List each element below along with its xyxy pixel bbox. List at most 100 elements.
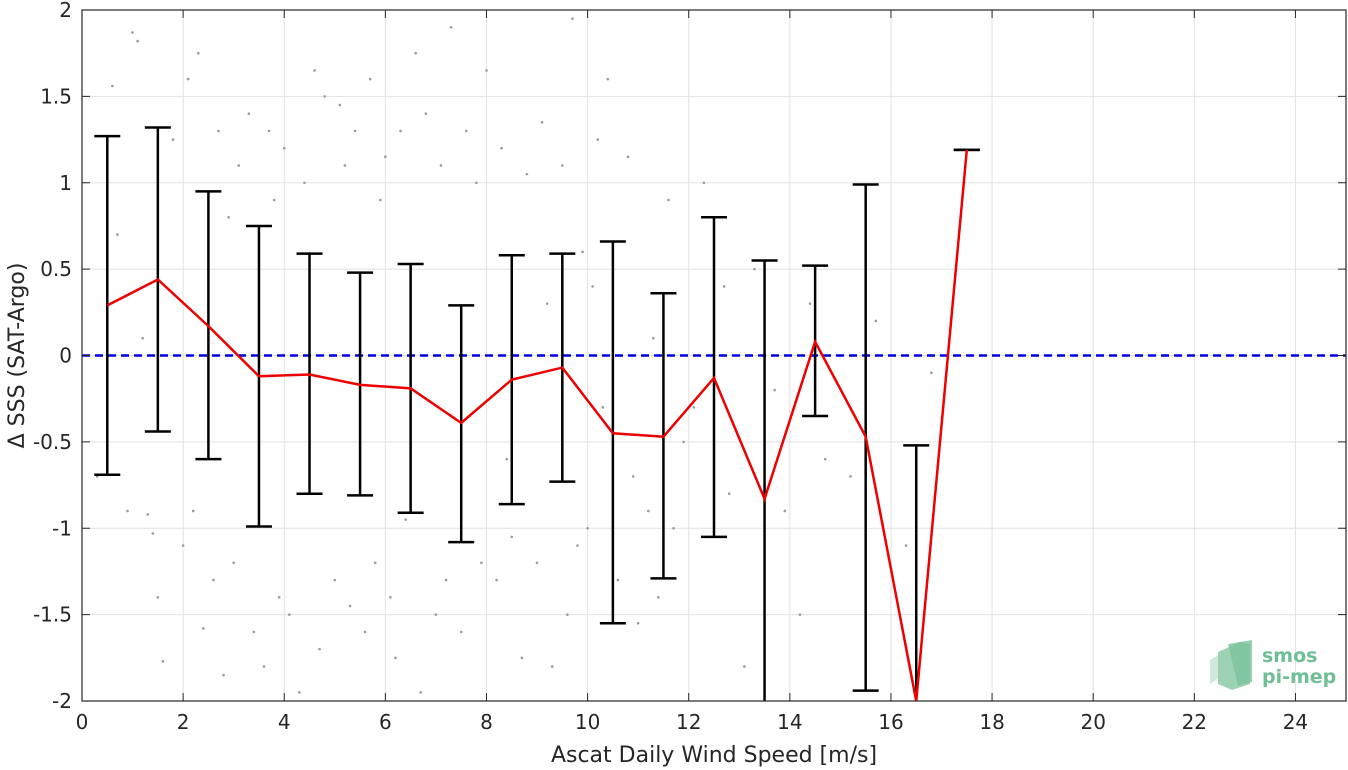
scatter-point: [399, 129, 402, 133]
scatter-point: [561, 164, 564, 167]
scatter-point: [156, 596, 160, 599]
scatter-point: [495, 578, 498, 582]
scatter-point: [753, 267, 756, 271]
scatter-point: [773, 388, 776, 392]
scatter-point: [126, 509, 129, 513]
scatter-point: [545, 302, 549, 305]
scatter-point: [631, 475, 635, 478]
scatter-point: [389, 596, 392, 599]
scatter-point: [181, 544, 185, 547]
y-tick-label: 1.5: [40, 84, 72, 108]
scatter-point: [636, 621, 640, 625]
y-tick-label: 1: [59, 171, 72, 195]
scatter-point: [646, 509, 650, 513]
x-tick-label: 14: [777, 710, 802, 734]
scatter-point: [237, 164, 241, 167]
scatter-point: [520, 656, 524, 660]
scatter-point: [186, 77, 190, 81]
y-tick-label: -1.5: [33, 603, 72, 627]
scatter-point: [171, 138, 175, 141]
scatter-point: [722, 285, 726, 288]
x-tick-label: 22: [1182, 710, 1207, 734]
scatter-point: [591, 285, 594, 288]
scatter-point: [808, 302, 812, 305]
scatter-point: [464, 129, 468, 133]
scatter-point: [485, 69, 488, 72]
logo-wave-icon: [1228, 640, 1252, 686]
scatter-point: [217, 129, 220, 133]
scatter-point: [298, 691, 301, 694]
scatter-point: [191, 509, 195, 513]
scatter-point: [601, 406, 605, 409]
scatter-point: [535, 561, 539, 565]
scatter-point: [550, 665, 554, 668]
scatter-point: [444, 578, 448, 582]
smos-pi-mep-logo: smos pi-mep: [1210, 640, 1336, 690]
scatter-point: [581, 250, 584, 254]
scatter-point: [626, 155, 630, 159]
scatter-point: [667, 198, 670, 202]
scatter-point: [616, 578, 620, 582]
y-tick-label: 2: [59, 0, 72, 22]
scatter-point: [500, 146, 503, 150]
scatter-point: [434, 613, 438, 616]
x-tick-label: 10: [575, 710, 600, 734]
x-tick-label: 16: [878, 710, 903, 734]
scatter-point: [419, 691, 423, 694]
y-tick-label: -1: [52, 516, 72, 540]
x-tick-label: 24: [1283, 710, 1308, 734]
scatter-point: [141, 336, 144, 340]
scatter-point: [338, 103, 342, 107]
scatter-point: [111, 84, 114, 88]
scatter-point: [333, 578, 337, 582]
scatter-point: [586, 526, 589, 530]
x-tick-label: 0: [76, 710, 89, 734]
scatter-point: [727, 492, 731, 496]
scatter-point: [849, 475, 852, 478]
scatter-point: [682, 440, 685, 444]
scatter-point: [475, 181, 478, 185]
scatter-point: [348, 604, 352, 608]
scatter-point: [439, 164, 443, 167]
scatter-point: [131, 31, 134, 34]
scatter-point: [702, 181, 706, 185]
scatter-point: [368, 77, 372, 81]
scatter-point: [161, 659, 165, 663]
scatter-point: [313, 69, 316, 72]
scatter-point: [823, 457, 827, 461]
scatter-point: [874, 319, 878, 323]
x-tick-label: 20: [1080, 710, 1105, 734]
scatter-point: [343, 164, 347, 167]
scatter-point: [424, 112, 428, 115]
y-axis-ticks: -2 -1.5 -1 -0.5 0 0.5 1 1.5 2: [33, 0, 1346, 713]
scatter-point: [277, 596, 281, 599]
scatter-point: [222, 673, 225, 677]
scatter-point: [510, 535, 514, 539]
x-axis-label: Ascat Daily Wind Speed [m/s]: [551, 743, 877, 768]
scatter-point: [657, 596, 660, 599]
scatter-point: [525, 172, 529, 176]
error-bar: [94, 134, 121, 476]
scatter-point: [743, 665, 746, 668]
scatter-point: [353, 129, 357, 133]
x-tick-label: 18: [979, 710, 1004, 734]
scatter-point: [379, 198, 382, 202]
error-bar: [903, 444, 930, 701]
scatter-point: [449, 25, 453, 29]
scatter-point: [459, 630, 463, 634]
scatter-point: [247, 112, 251, 115]
scatter-point: [414, 51, 417, 55]
scatter-point: [232, 561, 235, 565]
scatter-point: [212, 578, 215, 582]
y-tick-label: -0.5: [33, 430, 72, 454]
scatter-point: [672, 526, 675, 530]
scatter-point: [287, 613, 291, 616]
scatter-point: [363, 630, 367, 634]
error-bar: [751, 259, 778, 701]
x-tick-label: 8: [480, 710, 493, 734]
scatter-point: [571, 17, 574, 20]
scatter-point: [202, 627, 205, 630]
scatter-point: [930, 371, 933, 375]
scatter-point: [282, 146, 286, 150]
